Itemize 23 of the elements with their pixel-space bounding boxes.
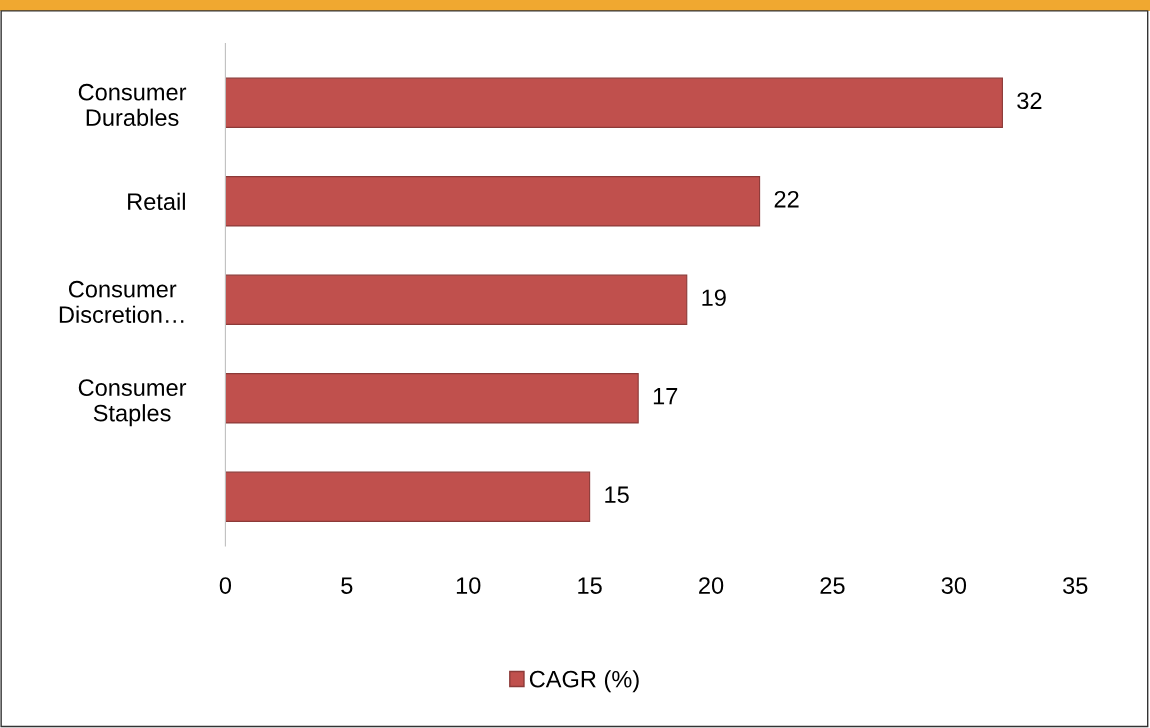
legend-label: CAGR (%)	[529, 670, 639, 693]
y-tick-label: Consumer Staples	[78, 379, 187, 427]
bar	[225, 77, 1003, 128]
bar	[225, 274, 688, 325]
x-tick-label: 30	[941, 577, 967, 594]
y-tick-label: Consumer Discretion…	[59, 280, 184, 323]
data-label: 22	[774, 190, 799, 208]
data-label: 19	[702, 289, 726, 307]
data-label: 15	[605, 486, 629, 504]
x-tick-label: 15	[578, 577, 602, 594]
y-tick-label: Retail	[128, 192, 185, 211]
x-tick-label: 20	[699, 577, 724, 594]
x-tick-label: 5	[341, 577, 353, 594]
x-tick-label: 25	[820, 577, 845, 594]
data-label: 17	[653, 388, 678, 405]
y-tick-label: Consumer Durables	[78, 83, 187, 126]
bar	[225, 471, 591, 522]
bar	[225, 373, 639, 424]
data-label: 32	[1017, 92, 1042, 110]
bar	[225, 176, 761, 227]
x-tick-label: 0	[219, 577, 232, 594]
x-tick-label: 10	[456, 577, 481, 594]
x-tick-label: 35	[1063, 577, 1088, 594]
